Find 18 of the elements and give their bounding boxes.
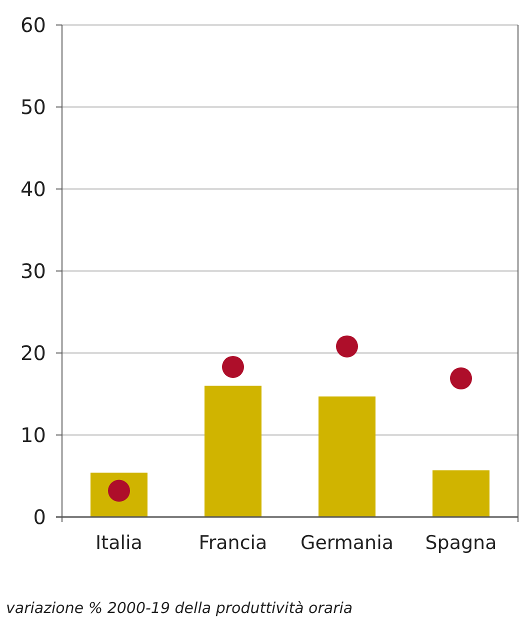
text: variazione % 2000-19 della produttività oraria bbox=[6, 599, 353, 617]
x-tick-label: Spagna bbox=[425, 532, 497, 554]
y-tick-label: 60 bbox=[20, 13, 46, 37]
x-tick-label: Italia bbox=[96, 532, 142, 554]
y-tick-label: 50 bbox=[20, 95, 46, 119]
bar bbox=[204, 386, 262, 517]
x-tick-label: Germania bbox=[300, 532, 394, 554]
y-tick-label: 30 bbox=[20, 259, 46, 283]
y-tick-label: 40 bbox=[20, 177, 46, 201]
point bbox=[222, 356, 244, 378]
y-tick-label: 0 bbox=[33, 505, 46, 529]
bar bbox=[318, 396, 376, 517]
y-tick-label: 20 bbox=[20, 341, 46, 365]
x-tick-label: Francia bbox=[198, 532, 268, 554]
y-tick-label: 10 bbox=[20, 423, 46, 447]
point bbox=[336, 335, 358, 358]
point bbox=[450, 367, 472, 390]
bar bbox=[432, 470, 490, 517]
